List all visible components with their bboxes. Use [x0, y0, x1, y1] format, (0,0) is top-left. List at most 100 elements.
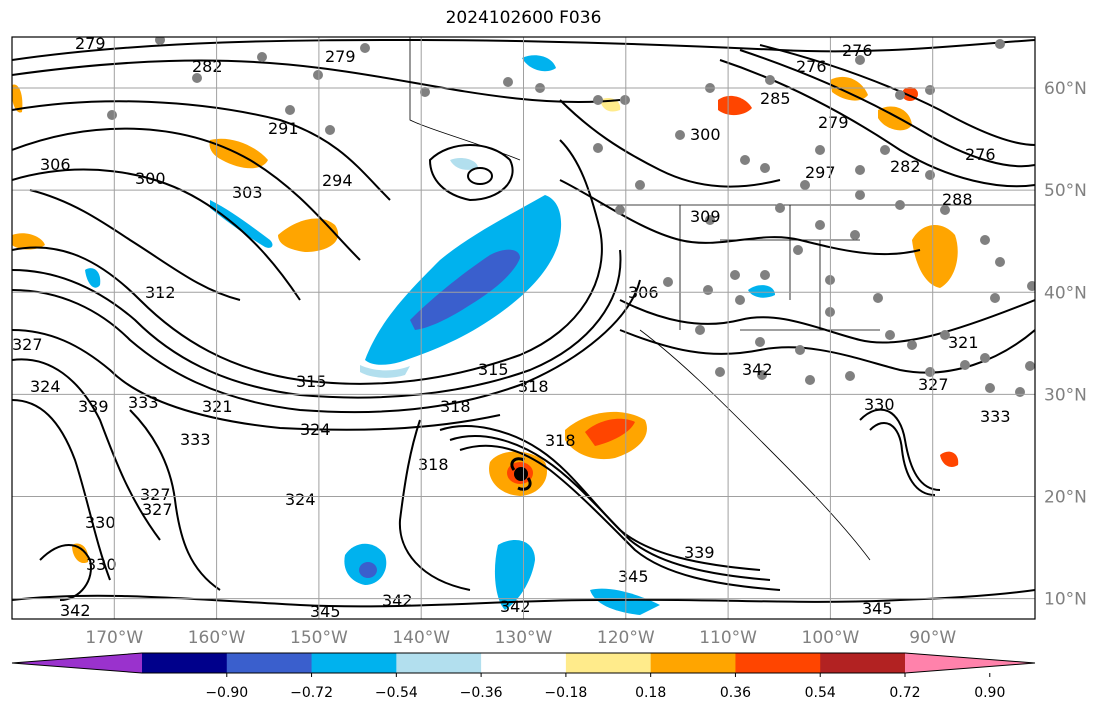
- positive-area-west-2: [12, 84, 23, 113]
- lon-tick-label: 150°W: [290, 628, 348, 648]
- negative-blob-east: [748, 285, 775, 298]
- lat-tick-label: 50°N: [1044, 181, 1087, 201]
- negative-blob-nw: [522, 55, 556, 72]
- colorbar-outline: [11, 652, 1036, 674]
- lon-tick-label: 90°W: [909, 628, 956, 648]
- colorbar-segment: [650, 653, 736, 673]
- positive-area-west: [12, 233, 45, 250]
- lon-tick-label: 120°W: [597, 628, 655, 648]
- negative-swath-core: [410, 249, 520, 330]
- lat-tick-label: 20°N: [1044, 487, 1087, 507]
- contour-label: 276: [965, 145, 996, 164]
- contour-label: 318: [518, 377, 549, 396]
- colorbar-tick-label: 0.36: [720, 685, 751, 701]
- colorbar-tick-label: −0.54: [375, 685, 418, 701]
- colorbar-extend-high: [905, 653, 1035, 673]
- positive-area-great-lakes: [912, 224, 958, 288]
- colorbar: −0.90 −0.72 −0.54 −0.36 −0.18 0.18 0.36 0.54 0.7…: [11, 652, 1036, 701]
- contour-label: 318: [440, 397, 471, 416]
- tropical-cyclone-icon: [510, 457, 532, 491]
- contour-label: 321: [948, 333, 979, 352]
- colorbar-tick-label: 0.90: [974, 685, 1005, 701]
- map-frame: [11, 36, 1036, 620]
- negative-core-south-1: [359, 562, 377, 578]
- lon-tick-label: 110°W: [699, 628, 757, 648]
- colorbar-extend-low: [12, 653, 142, 673]
- contour-label: 327: [12, 335, 43, 354]
- shaded-field-areas: [12, 55, 959, 615]
- contour-label: 297: [805, 163, 836, 182]
- contour-label: 315: [296, 372, 327, 391]
- map-title: 2024102600 F036: [445, 8, 602, 28]
- contour-label: 345: [862, 599, 893, 618]
- contour-label: 288: [942, 190, 973, 209]
- longitude-tick-labels: 170°W 160°W 150°W 140°W 130°W 120°W 110°W 100°W…: [85, 628, 956, 648]
- contour-label: 309: [690, 207, 721, 226]
- contour-label: 324: [285, 490, 316, 509]
- latitude-tick-labels: 60°N 50°N 40°N 30°N 20°N 10°N: [1044, 79, 1087, 610]
- contour-label: 327: [140, 485, 171, 504]
- lat-tick-label: 10°N: [1044, 590, 1087, 610]
- contour-label: 279: [325, 47, 356, 66]
- positive-area-ak: [718, 95, 752, 116]
- colorbar-tick-label: −0.90: [205, 685, 248, 701]
- contour-label: 294: [322, 171, 353, 190]
- colorbar-tick-label: 0.54: [805, 685, 836, 701]
- lon-tick-label: 160°W: [188, 628, 246, 648]
- colorbar-tick-label: 0.72: [889, 685, 920, 701]
- negative-light-rim: [360, 365, 410, 378]
- contour-lines: [12, 38, 1035, 608]
- contour-label: 279: [75, 34, 106, 53]
- contour-label: 276: [842, 41, 873, 60]
- borders: [409, 37, 1035, 561]
- lat-tick-label: 60°N: [1044, 79, 1087, 99]
- positive-area-gulf: [940, 451, 959, 467]
- lon-tick-label: 100°W: [802, 628, 860, 648]
- negative-band-west: [210, 200, 273, 248]
- negative-blob-bc: [450, 157, 478, 170]
- colorbar-segment: [820, 653, 906, 673]
- colorbar-segment: [311, 653, 397, 673]
- contour-label: 333: [180, 430, 211, 449]
- positive-area-sw: [72, 543, 89, 564]
- contour-label: 342: [742, 360, 773, 379]
- contour-label: 303: [232, 183, 263, 202]
- contour-label: 339: [684, 543, 715, 562]
- negative-blob-south-2: [494, 540, 535, 610]
- contour-label: 345: [618, 567, 649, 586]
- contour-label: 342: [500, 597, 531, 616]
- contour-label: 345: [310, 602, 341, 621]
- contour-label: 330: [86, 555, 117, 574]
- negative-blob-pacific: [85, 268, 101, 288]
- contour-label: 318: [418, 455, 449, 474]
- contour-label: 300: [135, 169, 166, 188]
- colorbar-segment: [396, 653, 482, 673]
- contour-label: 306: [40, 155, 71, 174]
- station-dots: [107, 37, 1035, 397]
- contour-label: 276: [796, 57, 827, 76]
- lon-tick-label: 170°W: [85, 628, 143, 648]
- contour-label: 342: [382, 591, 413, 610]
- contour-label: 285: [760, 89, 791, 108]
- contour-label-group: 279 282 279 276 276 285 279 291 294 300 …: [12, 34, 1011, 621]
- gridlines: [12, 37, 1035, 619]
- colorbar-segment: [142, 653, 228, 673]
- contour-label: 327: [142, 500, 173, 519]
- contour-label: 330: [85, 513, 116, 532]
- contour-label: 342: [60, 601, 91, 620]
- colorbar-tick-label: −0.72: [290, 685, 333, 701]
- contour-label: 291: [268, 119, 299, 138]
- lon-tick-label: 130°W: [495, 628, 553, 648]
- contour-label: 333: [980, 407, 1011, 426]
- contour-label: 327: [918, 375, 949, 394]
- contour-label: 324: [30, 377, 61, 396]
- contour-label: 300: [690, 125, 721, 144]
- colorbar-segment: [481, 653, 567, 673]
- contour-label: 282: [192, 57, 223, 76]
- colorbar-tick-label: −0.36: [460, 685, 503, 701]
- positive-area-canada: [830, 76, 868, 101]
- negative-blob-south-3: [590, 588, 660, 615]
- colorbar-segment: [565, 653, 652, 673]
- contour-label: 279: [818, 113, 849, 132]
